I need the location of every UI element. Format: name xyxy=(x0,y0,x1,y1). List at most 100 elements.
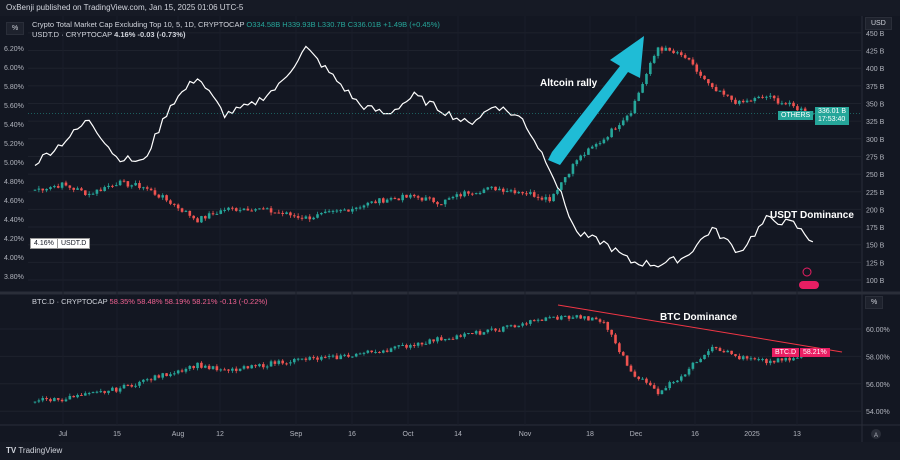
btc-dominance-candle xyxy=(707,351,710,355)
others-candle xyxy=(420,197,424,201)
chart-area[interactable]: 450 B 425 B 400 B 375 B 350 B 325 B 300 B 275 B… xyxy=(0,16,900,442)
others-candle xyxy=(343,209,346,211)
btc-dominance-candle xyxy=(664,388,668,391)
others-candle xyxy=(339,210,343,212)
btc-dominance-candle xyxy=(563,315,567,317)
btc-dominance-candle xyxy=(285,363,288,365)
usdt-value: 4.16% xyxy=(114,30,136,39)
others-candle xyxy=(474,193,478,195)
btc-dominance-candle xyxy=(389,348,393,352)
btc-dominance-candle xyxy=(428,339,432,344)
others-candle xyxy=(165,195,168,201)
btc-dominance-candle xyxy=(393,346,397,349)
main-symbol[interactable]: Crypto Total Market Cap Excluding Top 10… xyxy=(32,20,245,29)
btc-dominance-candle xyxy=(169,374,172,377)
others-candle xyxy=(718,90,722,92)
btc-dominance-candle xyxy=(323,356,327,358)
btc-dominance-candle xyxy=(687,368,691,375)
btc-dominance-candle xyxy=(258,364,261,367)
others-candle xyxy=(76,188,79,190)
right-axis-tick: 125 B xyxy=(866,260,885,267)
left-axis-tick: 4.00% xyxy=(4,255,24,262)
others-candle xyxy=(455,194,459,197)
scale-mode-button[interactable]: % xyxy=(6,22,25,35)
others-candle xyxy=(509,190,513,192)
right-axis-tick: 60.00% xyxy=(866,327,890,334)
others-candle xyxy=(436,202,439,205)
others-candle xyxy=(207,213,211,219)
time-axis-tick: 16 xyxy=(348,431,356,438)
btc-dominance-candle xyxy=(455,335,459,340)
btc-dominance-candle xyxy=(320,356,323,360)
others-candle xyxy=(548,197,552,202)
btc-dominance-candle xyxy=(409,345,412,348)
btc-dominance-candle xyxy=(269,361,273,367)
usdt-dominance-annotation: USDT Dominance xyxy=(770,210,854,221)
others-candle xyxy=(285,212,288,214)
others-candle xyxy=(60,182,64,188)
chart-canvas[interactable]: 450 B 425 B 400 B 375 B 350 B 325 B 300 B 275 B… xyxy=(0,16,900,442)
btc-dominance-candle xyxy=(474,331,478,334)
others-candle xyxy=(80,188,83,191)
others-candle xyxy=(606,137,610,140)
btc-dominance-candle xyxy=(776,358,780,363)
btc-dominance-candle xyxy=(87,393,91,395)
btc-dominance-candle xyxy=(304,358,308,360)
others-candle xyxy=(428,197,432,199)
others-candle xyxy=(211,213,215,215)
others-candle xyxy=(513,190,517,194)
others-candle xyxy=(223,209,226,211)
btc-dominance-candle xyxy=(780,358,784,361)
btc-dominance-candle xyxy=(621,352,625,356)
usdt-symbol[interactable]: USDT.D · CRYPTOCAP xyxy=(32,30,113,39)
btc-symbol[interactable]: BTC.D · CRYPTOCAP xyxy=(32,297,108,306)
others-candle xyxy=(192,215,195,219)
others-candle xyxy=(161,195,165,198)
time-axis-tick: Oct xyxy=(403,431,414,438)
btc-dominance-candle xyxy=(556,316,559,320)
tradingview-brand[interactable]: TV TradingView xyxy=(6,446,62,455)
btc-dominance-candle xyxy=(467,332,470,334)
others-candle xyxy=(362,205,366,208)
others-candle xyxy=(84,190,87,195)
btc-trendline xyxy=(557,304,843,353)
others-candle xyxy=(238,210,242,212)
others-candle xyxy=(320,213,323,215)
others-candle xyxy=(64,182,68,186)
others-candle xyxy=(714,87,718,92)
left-axis-tick: 6.00% xyxy=(4,65,24,72)
others-candle xyxy=(745,100,749,103)
btc-dominance-candle xyxy=(679,376,683,381)
others-candle xyxy=(254,209,257,211)
btc-dominance-candle xyxy=(354,353,358,357)
time-axis-tick: 12 xyxy=(216,431,224,438)
others-candle xyxy=(501,188,505,192)
btc-dominance-candle xyxy=(277,360,281,364)
others-candle xyxy=(803,108,807,113)
others-candle xyxy=(683,55,687,58)
others-candle xyxy=(72,187,75,190)
others-candle xyxy=(587,148,590,155)
btc-dominance-candle xyxy=(362,352,366,354)
others-candle xyxy=(385,199,389,203)
btc-dominance-candle xyxy=(292,359,296,363)
btc-dominance-candle xyxy=(521,323,524,326)
others-candle xyxy=(583,154,586,156)
others-candle xyxy=(769,95,772,97)
others-candle xyxy=(412,194,416,197)
btc-dominance-candle xyxy=(482,332,486,335)
right-axis-tick: 58.00% xyxy=(866,354,890,361)
others-candle xyxy=(594,144,598,147)
percent-scale-button[interactable]: % xyxy=(865,296,884,309)
right-axis-tick: 350 B xyxy=(866,102,885,109)
currency-button[interactable]: USD xyxy=(865,17,892,30)
others-candle xyxy=(366,202,370,206)
others-candle xyxy=(331,210,335,212)
btc-dominance-candle xyxy=(126,384,130,386)
btc-dominance-candle xyxy=(335,355,339,360)
btc-dominance-candle xyxy=(668,382,671,389)
others-price-tag: 336.01 B 17:53:40 xyxy=(815,107,850,125)
btc-dominance-candle xyxy=(84,393,87,396)
others-price: 336.01 B xyxy=(818,108,847,115)
btc-dominance-candle xyxy=(637,376,641,379)
